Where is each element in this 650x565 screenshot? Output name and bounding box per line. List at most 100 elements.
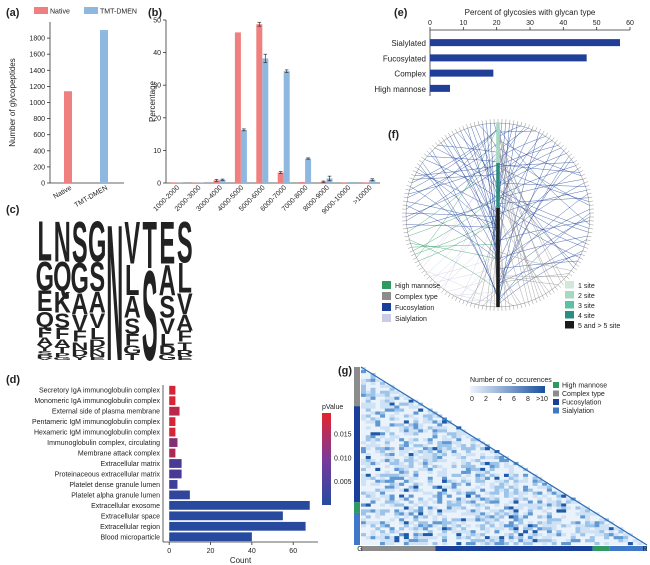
y-tick-label: High mannose bbox=[374, 85, 426, 94]
heatmap-cell bbox=[456, 542, 462, 546]
heatmap-cell bbox=[399, 464, 405, 469]
heatmap-cell bbox=[565, 539, 571, 543]
heatmap-cell bbox=[489, 450, 495, 454]
heatmap-cell bbox=[465, 453, 471, 457]
heatmap-cell bbox=[380, 491, 386, 495]
heatmap-cell bbox=[365, 521, 371, 525]
heatmap-cell bbox=[461, 470, 467, 474]
edge bbox=[497, 239, 587, 300]
heatmap-cell bbox=[551, 521, 557, 525]
heatmap-cell bbox=[375, 488, 381, 492]
edge bbox=[497, 195, 589, 233]
heatmap-cell bbox=[437, 533, 443, 537]
heatmap-cell bbox=[470, 512, 476, 516]
heatmap-cell bbox=[470, 542, 476, 546]
heatmap-cell bbox=[513, 524, 519, 528]
heatmap-cell bbox=[437, 444, 443, 448]
node-tick bbox=[554, 139, 558, 144]
heatmap-cell bbox=[418, 512, 424, 516]
heatmap-cell bbox=[513, 482, 519, 486]
heatmap-cell bbox=[456, 524, 462, 528]
heatmap-cell bbox=[499, 512, 505, 516]
heatmap-cell bbox=[465, 518, 471, 522]
node-tick bbox=[524, 303, 526, 307]
bar bbox=[169, 521, 306, 531]
heatmap-cell bbox=[575, 506, 581, 510]
heatmap-cell bbox=[461, 506, 467, 510]
heatmap-cell bbox=[394, 530, 400, 534]
bar-native bbox=[234, 32, 241, 183]
bar bbox=[169, 396, 176, 406]
heatmap-cell bbox=[413, 503, 419, 507]
heatmap-cell bbox=[365, 461, 371, 466]
logo-letter: E bbox=[37, 285, 53, 318]
heatmap-cell bbox=[523, 479, 529, 483]
heatmap-cell bbox=[408, 488, 414, 492]
legend-label: High mannose bbox=[562, 383, 607, 390]
edge bbox=[447, 275, 499, 292]
legend-swatch bbox=[565, 281, 574, 289]
heatmap-cell bbox=[365, 453, 371, 457]
logo-letter: S bbox=[72, 211, 88, 275]
heatmap-cell bbox=[375, 482, 381, 486]
bar bbox=[169, 469, 182, 479]
heatmap-cell bbox=[427, 497, 433, 501]
y-tick-label: Blood microparticle bbox=[100, 534, 160, 541]
node-tick bbox=[509, 119, 511, 124]
heatmap-cell bbox=[489, 467, 495, 472]
heatmap-cell bbox=[437, 423, 443, 427]
heatmap-cell bbox=[537, 491, 543, 495]
heatmap-cell bbox=[413, 476, 419, 480]
heatmap-cell bbox=[413, 509, 419, 513]
node-tick bbox=[409, 250, 414, 253]
heatmap-cell bbox=[394, 411, 400, 415]
logo-letter: E bbox=[89, 356, 105, 361]
heatmap-cell bbox=[461, 464, 467, 469]
legend-swatch bbox=[565, 301, 574, 309]
heatmap-cell bbox=[465, 467, 471, 472]
heatmap-cell bbox=[513, 488, 519, 492]
heatmap-cell bbox=[361, 405, 366, 409]
heatmap-cell bbox=[418, 444, 424, 448]
heatmap-cell bbox=[432, 420, 438, 424]
node-tick bbox=[423, 153, 428, 157]
heatmap-cell bbox=[442, 450, 447, 454]
logo-letter: Q bbox=[53, 256, 71, 301]
heatmap-cell bbox=[556, 500, 562, 504]
heatmap-cell bbox=[427, 476, 433, 480]
heatmap-cell bbox=[413, 542, 419, 546]
heatmap-cell bbox=[418, 461, 424, 466]
y-tick-label: Platelet alpha granule lumen bbox=[71, 492, 160, 499]
x-tick-label: 0 bbox=[428, 20, 432, 27]
heatmap-cell bbox=[370, 500, 376, 504]
logo-letter: T bbox=[55, 346, 70, 355]
heatmap-cell bbox=[422, 444, 428, 448]
heatmap-cell bbox=[532, 479, 538, 483]
heatmap-cell bbox=[575, 524, 581, 528]
logo-letter: G bbox=[158, 352, 176, 362]
heatmap-cell bbox=[461, 521, 467, 525]
heatmap-cell bbox=[446, 500, 452, 504]
heatmap-cell bbox=[442, 420, 447, 424]
node-tick bbox=[587, 235, 592, 238]
spine-segment bbox=[496, 163, 500, 208]
heatmap-cell bbox=[408, 456, 414, 460]
heatmap-cell bbox=[451, 524, 457, 528]
node-tick bbox=[577, 166, 582, 170]
heatmap-cell bbox=[418, 456, 424, 460]
node-tick bbox=[513, 305, 515, 310]
heatmap-cell bbox=[375, 411, 381, 415]
x-axis-label: Count bbox=[230, 556, 252, 565]
heatmap-cell bbox=[570, 500, 576, 504]
heatmap-cell bbox=[422, 458, 428, 463]
heatmap-cell bbox=[361, 393, 366, 397]
heatmap-cell bbox=[585, 524, 590, 528]
y-tick-label: Platelet dense granule lumen bbox=[69, 482, 160, 489]
heatmap-cell bbox=[403, 432, 409, 436]
edge bbox=[456, 132, 498, 185]
y-tick-label: 40 bbox=[153, 50, 161, 57]
heatmap-cell bbox=[518, 497, 524, 501]
y-tick-label: 1200 bbox=[29, 84, 45, 91]
heatmap-cell bbox=[403, 467, 409, 472]
node-tick bbox=[557, 142, 561, 146]
